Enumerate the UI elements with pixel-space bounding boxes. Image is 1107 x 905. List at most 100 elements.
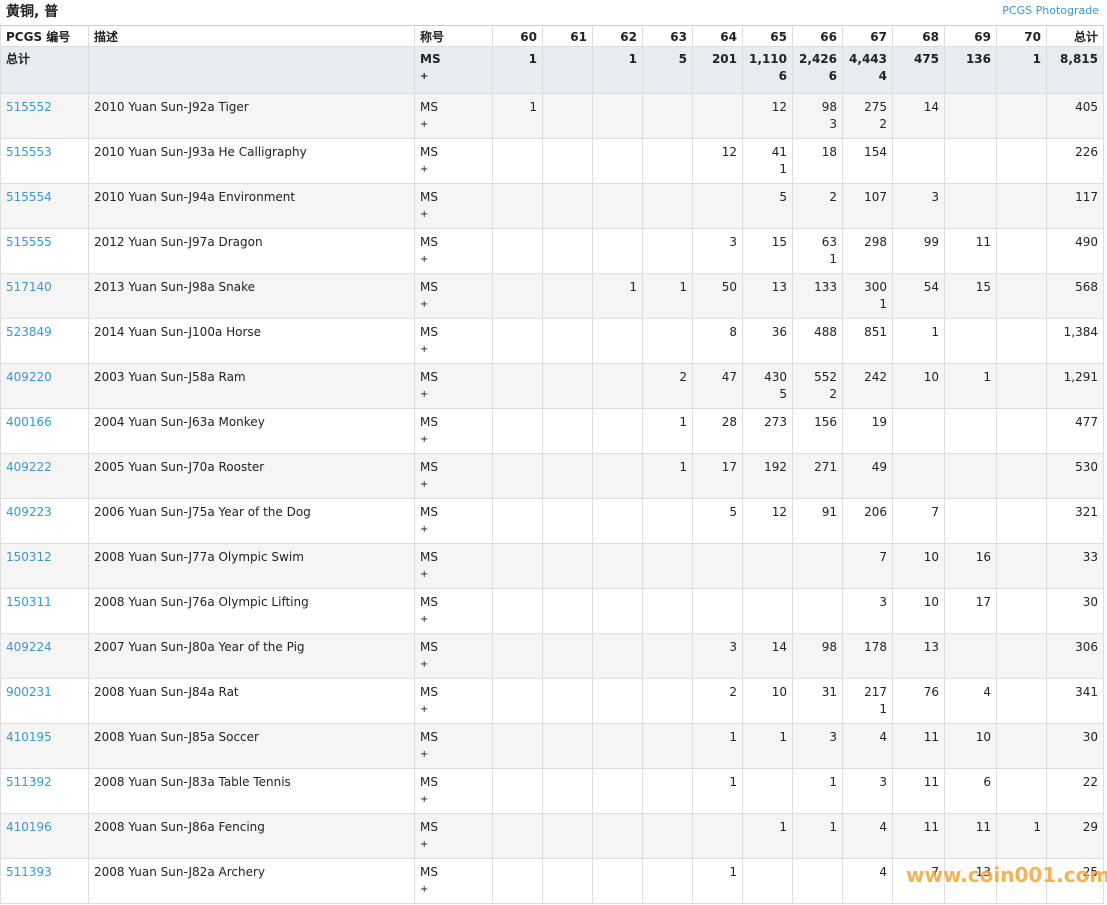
data-row: 515553 2010 Yuan Sun-J93a He Calligraphy M… (0, 138, 1104, 184)
cell-line: + (420, 71, 429, 82)
count-cell (592, 318, 643, 364)
cell-line: 41 (771, 145, 787, 159)
count-cell (542, 228, 593, 274)
count-cell: 18 (792, 138, 843, 184)
cell-text: 1 (1033, 820, 1041, 834)
cert-link[interactable]: 515553 (6, 145, 52, 159)
count-cell (892, 408, 945, 454)
cell-line: MS (420, 505, 438, 519)
count-cell: 4 (944, 678, 997, 724)
total-cell: 306 (1046, 633, 1104, 679)
count-cell: 12 (742, 498, 793, 544)
cert-link[interactable]: 515555 (6, 235, 52, 249)
total-cell: 568 (1046, 273, 1104, 319)
column-header: 63 (642, 25, 693, 47)
cell-line: 300 (864, 280, 887, 294)
cert-link[interactable]: 409222 (6, 460, 52, 474)
cell-text: 1 (1032, 52, 1041, 66)
count-cell: 6 (944, 768, 997, 814)
cell-text: 568 (1075, 280, 1098, 294)
cell-text: 总计 (1073, 30, 1098, 44)
data-row: 517140 2013 Yuan Sun-J98a Snake MS +1 1 50 13 1… (0, 273, 1104, 319)
count-cell: 2 (642, 363, 693, 409)
count-cell: 4 (842, 723, 893, 769)
count-cell: 3 (842, 588, 893, 634)
total-cell: 341 (1046, 678, 1104, 724)
cert-link[interactable]: 150311 (6, 595, 52, 609)
description-cell: 2010 Yuan Sun-J93a He Calligraphy (88, 138, 415, 184)
count-cell (642, 183, 693, 229)
cert-link[interactable]: 410196 (6, 820, 52, 834)
count-cell (542, 723, 593, 769)
count-cell: 273 (742, 408, 793, 454)
count-cell (542, 138, 593, 184)
count-cell (492, 408, 543, 454)
cell-line: MS (420, 460, 438, 474)
count-cell (492, 273, 543, 319)
count-cell: 488 (792, 318, 843, 364)
cell-line: MS (420, 685, 438, 699)
description-cell: 2008 Yuan Sun-J76a Olympic Lifting (88, 588, 415, 634)
count-cell: 851 (842, 318, 893, 364)
count-cell (892, 138, 945, 184)
cert-link[interactable]: 409223 (6, 505, 52, 519)
data-row: 410196 2008 Yuan Sun-J86a Fencing MS +1 1 4 11… (0, 813, 1104, 859)
cell-line: 1 (779, 162, 787, 176)
cert-link[interactable]: 900231 (6, 685, 52, 699)
data-row: 409224 2007 Yuan Sun-J80a Year of the Pig… (0, 633, 1104, 679)
cert-link[interactable]: 400166 (6, 415, 52, 429)
cert-link[interactable]: 511392 (6, 775, 52, 789)
summary-row: 总计 MS +1 1 5 201 1,110 6 2,426 6 4,443 4 475 136 1 8,81… (0, 46, 1104, 94)
count-cell: 271 (792, 453, 843, 499)
column-header: 62 (592, 25, 643, 47)
cell-text: 1 (628, 52, 637, 66)
cert-link[interactable]: 409224 (6, 640, 52, 654)
count-cell (996, 228, 1047, 274)
cert-link[interactable]: 515552 (6, 100, 52, 114)
count-cell (492, 543, 543, 589)
count-cell: 206 (842, 498, 893, 544)
count-cell: 12 (692, 138, 743, 184)
cert-cell: 150311 (0, 588, 89, 634)
cell-text: 33 (1082, 550, 1098, 564)
photograde-link[interactable]: PCGS Photograde (1002, 4, 1099, 17)
count-cell: 430 5 (742, 363, 793, 409)
cell-line: + (420, 659, 429, 670)
count-cell: 1 (892, 318, 945, 364)
count-cell: 1 (592, 273, 643, 319)
summary-description (88, 46, 415, 94)
cert-link[interactable]: 517140 (6, 280, 52, 294)
cert-link[interactable]: 511393 (6, 865, 52, 879)
cert-link[interactable]: 150312 (6, 550, 52, 564)
cell-line: + (420, 164, 429, 175)
cert-cell: 515554 (0, 183, 89, 229)
description-cell: 2008 Yuan Sun-J83a Table Tennis (88, 768, 415, 814)
count-cell (492, 498, 543, 544)
cert-link[interactable]: 523849 (6, 325, 52, 339)
count-cell: 217 1 (842, 678, 893, 724)
cell-line: + (420, 209, 429, 220)
cell-text: 1 (629, 280, 637, 294)
cell-text: 2010 Yuan Sun-J92a Tiger (94, 100, 249, 114)
total-cell: 30 (1046, 588, 1104, 634)
description-cell: 2008 Yuan Sun-J84a Rat (88, 678, 415, 724)
cert-link[interactable]: 409220 (6, 370, 52, 384)
total-cell: 321 (1046, 498, 1104, 544)
cell-text: 2008 Yuan Sun-J82a Archery (94, 865, 265, 879)
cell-text: 1 (829, 775, 837, 789)
description-cell: 2005 Yuan Sun-J70a Rooster (88, 453, 415, 499)
cert-link[interactable]: 515554 (6, 190, 52, 204)
cell-text: 226 (1075, 145, 1098, 159)
cell-text: 321 (1075, 505, 1098, 519)
grade-cell: MS + (414, 228, 493, 274)
cell-text: 4 (879, 820, 887, 834)
cert-link[interactable]: 410195 (6, 730, 52, 744)
count-cell: 4 (842, 813, 893, 859)
total-cell: 117 (1046, 183, 1104, 229)
count-cell: 1 (642, 408, 693, 454)
cell-text: 1 (729, 865, 737, 879)
cert-cell: 515555 (0, 228, 89, 274)
cell-line: + (420, 614, 429, 625)
cell-text: 4 (879, 730, 887, 744)
cell-text: 2007 Yuan Sun-J80a Year of the Pig (94, 640, 305, 654)
